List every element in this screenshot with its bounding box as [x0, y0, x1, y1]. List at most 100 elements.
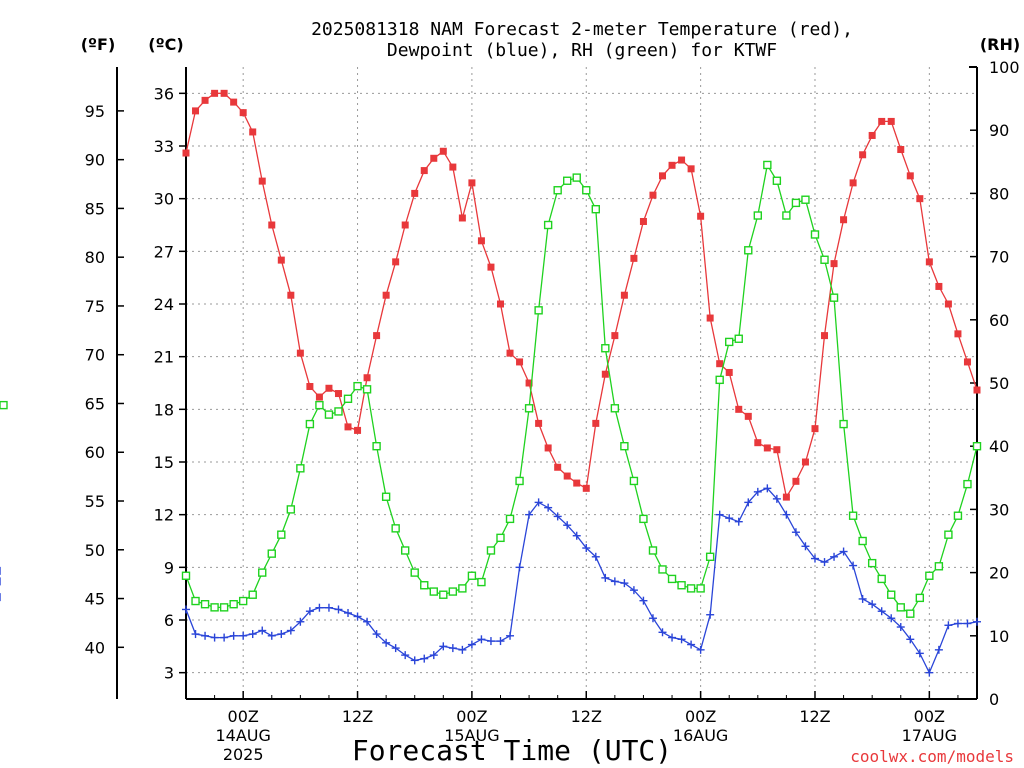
rh-point	[944, 530, 953, 539]
temperature-point	[954, 330, 962, 338]
rh-point	[572, 173, 581, 182]
rh-point	[210, 603, 219, 612]
temperature-point	[887, 117, 895, 125]
celsius-tick-label: 27	[154, 242, 174, 261]
fahrenheit-tick-label: 60	[85, 443, 105, 462]
dewpoint-point	[286, 626, 295, 635]
temperature-point	[525, 379, 533, 387]
temperature-point	[420, 167, 428, 175]
rh-point	[915, 593, 925, 603]
temperature-point	[639, 217, 647, 225]
celsius-tick-label: 9	[164, 558, 174, 577]
dewpoint-point	[868, 600, 877, 609]
rh-point	[410, 568, 419, 577]
dewpoint-point	[601, 573, 610, 582]
temperature-point	[563, 472, 571, 480]
temperature-point	[725, 368, 733, 376]
rh-tick-label: 80	[989, 184, 1009, 203]
rh-point	[906, 609, 915, 618]
fahrenheit-tick-label: 70	[85, 346, 105, 365]
dewpoint-point	[725, 514, 734, 523]
fahrenheit-tick-label: 55	[85, 492, 105, 511]
celsius-unit-label: (ºC)	[148, 35, 183, 54]
temperature-point	[392, 258, 400, 266]
dewpoint-point	[906, 635, 915, 644]
temperature-point	[668, 161, 676, 169]
fahrenheit-tick-label: 75	[85, 297, 105, 316]
dewpoint-point	[467, 640, 476, 649]
rh-point	[934, 562, 944, 571]
temperature-point	[782, 493, 790, 501]
dewpoint-point	[458, 645, 467, 654]
temperature-point	[849, 179, 857, 187]
dewpoint-point	[506, 631, 515, 640]
rh-point	[486, 546, 496, 555]
temperature-point	[630, 254, 638, 262]
dewpoint-point	[220, 633, 229, 642]
dewpoint-point	[734, 517, 743, 526]
temperature-point	[430, 154, 438, 162]
temperature-point	[477, 237, 485, 245]
rh-point	[553, 186, 562, 195]
rh-point	[887, 590, 896, 599]
rh-point	[620, 442, 629, 451]
rh-tick-label: 70	[989, 248, 1009, 267]
dewpoint-point	[591, 552, 600, 561]
rh-point	[715, 375, 724, 385]
rh-point	[439, 590, 448, 599]
rh-point	[648, 546, 658, 555]
temperature-point	[935, 282, 943, 290]
temperature-point	[373, 332, 381, 340]
rh-point	[925, 571, 934, 580]
rh-point	[563, 176, 572, 185]
dewpoint-point	[448, 644, 457, 653]
dewpoint-point	[953, 619, 962, 628]
temperature-point	[411, 189, 419, 197]
fahrenheit-tick-label: 40	[85, 638, 105, 657]
series-line-dewpoint	[185, 487, 978, 675]
rh-point	[705, 552, 715, 561]
temperature-point	[211, 89, 219, 97]
temperature-point	[687, 165, 695, 173]
dewpoint-point	[201, 631, 210, 640]
dewpoint-point	[668, 633, 677, 642]
dewpoint-point	[706, 610, 715, 619]
rh-tick-label: 20	[989, 564, 1009, 583]
rh-tick-label: 60	[989, 311, 1009, 330]
dewpoint-point	[896, 623, 905, 632]
dewpoint-point	[563, 521, 572, 530]
temperature-point	[201, 96, 209, 104]
rh-point	[372, 442, 381, 451]
dewpoint-point	[610, 577, 619, 586]
dewpoint-point	[210, 633, 219, 642]
dewpoint-point	[934, 645, 943, 654]
dewpoint-point	[925, 668, 934, 677]
x-axis-label: Forecast Time (UTC)	[352, 734, 672, 767]
temperature-point	[468, 179, 476, 187]
dewpoint-point	[229, 631, 238, 640]
dewpoint-point	[525, 510, 534, 519]
rh-point	[191, 596, 200, 606]
dewpoint-point	[782, 510, 791, 519]
rh-point	[458, 584, 467, 593]
dewpoint-point	[324, 603, 333, 612]
time-tick-label: 12Z	[342, 707, 373, 726]
rh-point	[848, 511, 858, 520]
dewpoint-point	[620, 579, 629, 588]
rh-point	[867, 558, 877, 568]
temperature-point	[697, 212, 705, 220]
dewpoint-point	[687, 640, 696, 649]
rh-point	[391, 524, 400, 533]
fahrenheit-tick-label: 85	[85, 199, 105, 218]
temperature-point	[268, 221, 276, 229]
temperature-point	[592, 419, 600, 427]
time-tick-year: 2025	[223, 745, 264, 764]
rh-point	[248, 590, 257, 599]
rh-point	[505, 514, 515, 524]
temperature-point	[821, 332, 829, 340]
fahrenheit-tick-label: 80	[85, 248, 105, 267]
dewpoint-point	[277, 630, 286, 639]
celsius-tick-label: 18	[154, 400, 174, 419]
rh-point	[667, 574, 677, 584]
dewpoint-point	[410, 656, 419, 665]
